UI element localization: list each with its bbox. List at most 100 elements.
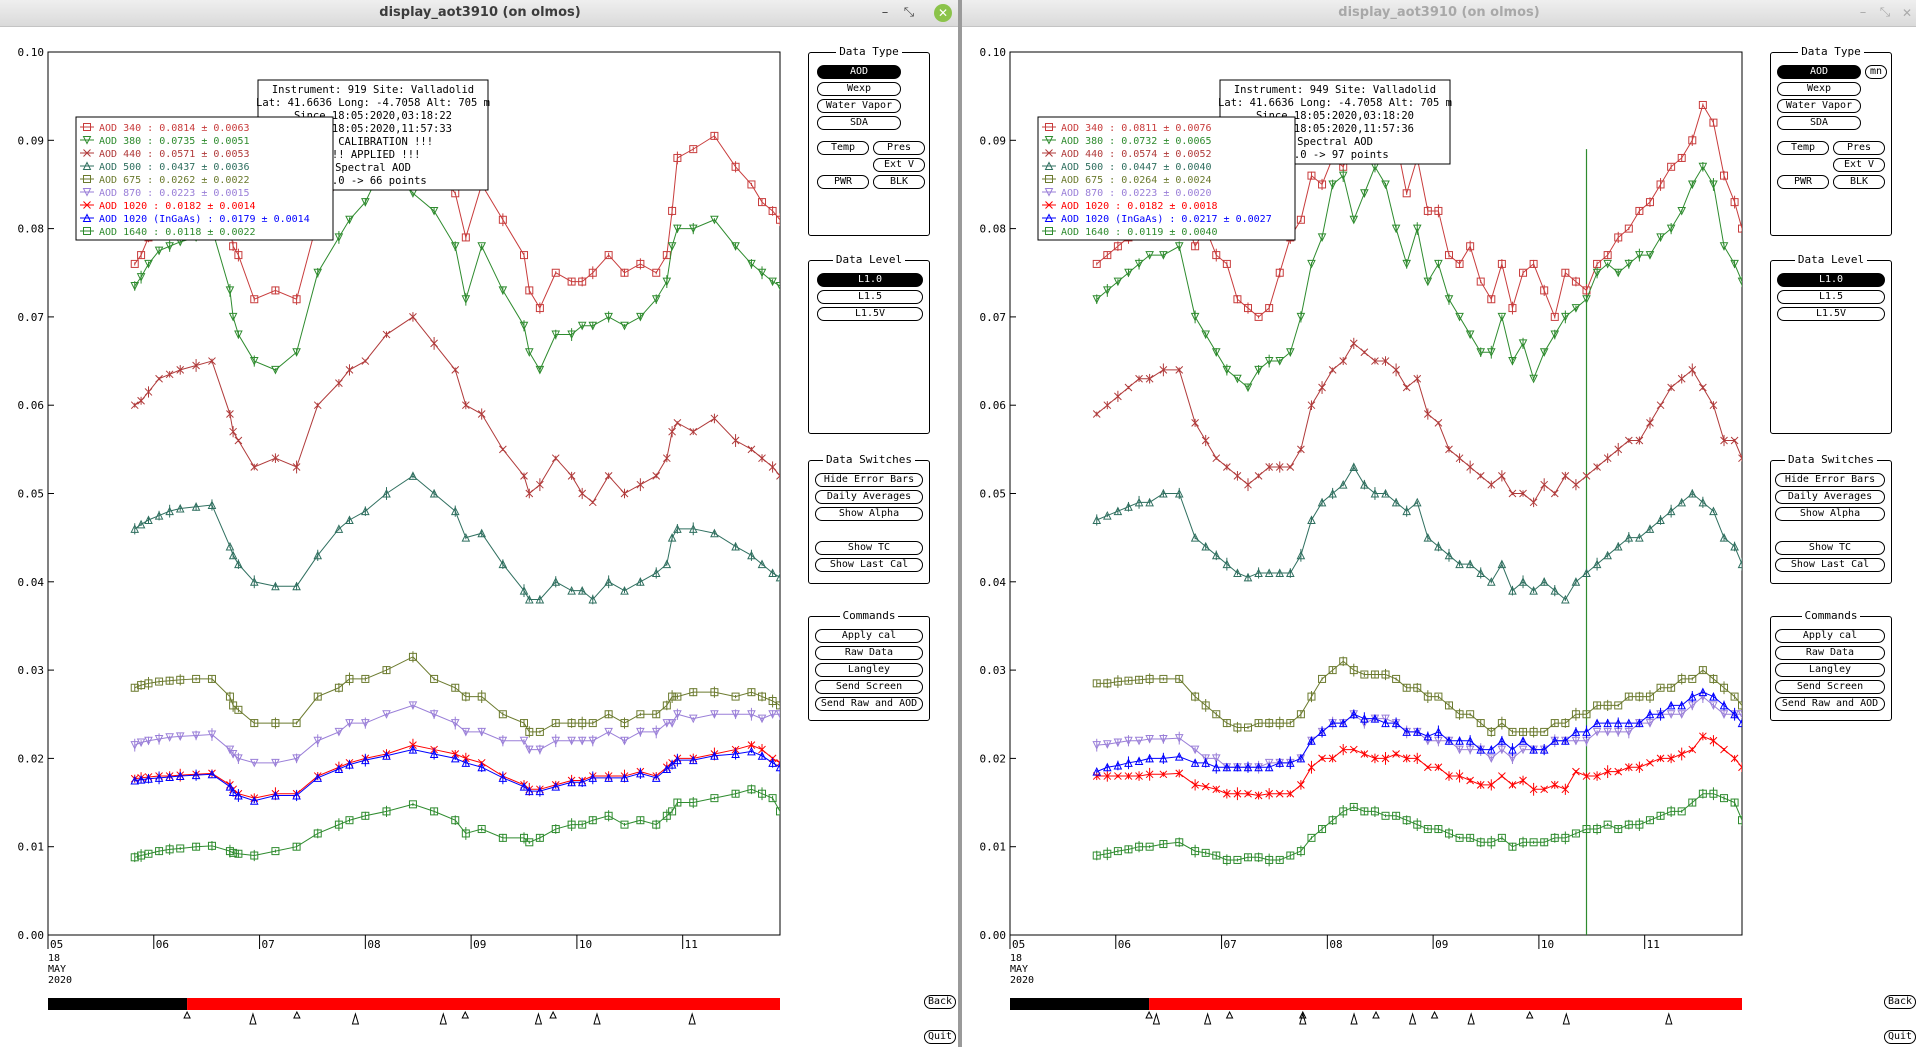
send-raw-and-aod-button[interactable]: Send Raw and AOD: [1775, 697, 1885, 711]
data-type-aod-button[interactable]: AOD: [1777, 65, 1861, 79]
data-level-l15-button[interactable]: L1.5: [1777, 290, 1885, 304]
raw-data-button[interactable]: Raw Data: [815, 646, 923, 660]
data-point: [1698, 687, 1708, 697]
close-icon[interactable]: ✕: [1901, 6, 1913, 20]
data-level-l15-button[interactable]: L1.5: [817, 290, 923, 304]
langley-button[interactable]: Langley: [1775, 663, 1885, 677]
data-type-sda-button[interactable]: SDA: [1777, 116, 1861, 130]
back-button[interactable]: Back: [1884, 995, 1916, 1009]
data-point: [450, 753, 460, 763]
data-point: [604, 577, 613, 586]
data-point: [1103, 762, 1112, 772]
data-point: [1254, 762, 1263, 772]
show-last-cal-button[interactable]: Show Last Cal: [815, 558, 923, 572]
data-type-mn-button[interactable]: mn: [1865, 65, 1887, 79]
data-point: [334, 727, 344, 737]
send-raw-and-aod-button[interactable]: Send Raw and AOD: [815, 697, 923, 711]
window-titlebar[interactable]: display_aot3910 (on olmos) – ⤡ ✕: [0, 0, 960, 27]
data-point: [604, 727, 613, 737]
data-point: [620, 773, 629, 782]
data-type-pres-button[interactable]: Pres: [873, 141, 925, 155]
data-level-l10-button[interactable]: L1.0: [817, 273, 923, 287]
window-titlebar[interactable]: display_aot3910 (on olmos) – ⤡ ✕: [962, 0, 1916, 27]
data-point: [519, 782, 529, 791]
data-type-wexp-button[interactable]: Wexp: [1777, 82, 1861, 96]
data-type-wexp-button[interactable]: Wexp: [817, 82, 901, 96]
data-type-temp-button[interactable]: Temp: [817, 141, 869, 155]
timeline-marker: [1203, 1012, 1212, 1025]
langley-button[interactable]: Langley: [815, 663, 923, 677]
data-point: [1571, 304, 1581, 313]
restore-icon[interactable]: ⤡: [903, 5, 915, 20]
show-last-cal-button[interactable]: Show Last Cal: [1775, 558, 1885, 572]
data-point: [1720, 683, 1729, 692]
data-type-aod-button[interactable]: AOD: [817, 65, 901, 79]
data-level-l15v-button[interactable]: L1.5V: [817, 307, 923, 321]
data-point: [155, 677, 164, 686]
hide-error-bars-button[interactable]: Hide Error Bars: [815, 473, 923, 487]
aod-plot[interactable]: 0.00 0.01 0.02 0.03 0.04 0.05 0.06 0.07 0.08 0.09…: [962, 27, 1762, 1047]
data-point: [776, 807, 780, 816]
data-type-ext-v-button[interactable]: Ext V: [873, 158, 925, 172]
data-point: [1677, 807, 1686, 816]
data-point: [361, 674, 370, 683]
aod-plot[interactable]: 0.00 0.01 0.02 0.03 0.04 0.05 0.06 0.07 0.08 0.09…: [0, 27, 800, 1047]
data-type-sda-button[interactable]: SDA: [817, 116, 901, 130]
restore-icon[interactable]: ⤡: [1879, 5, 1891, 20]
send-screen-button[interactable]: Send Screen: [1775, 680, 1885, 694]
show-alpha-button[interactable]: Show Alpha: [1775, 507, 1885, 521]
daily-averages-button[interactable]: Daily Averages: [1775, 490, 1885, 504]
data-point: [130, 775, 140, 785]
data-point: [498, 833, 507, 842]
data-point: [1508, 727, 1517, 736]
data-level-l15v-button[interactable]: L1.5V: [1777, 307, 1885, 321]
data-point: [430, 339, 438, 348]
data-point: [1550, 586, 1560, 595]
x-tick-label: 09: [473, 938, 486, 951]
data-point: [229, 701, 238, 710]
show-tc-button[interactable]: Show TC: [1775, 541, 1885, 555]
quit-button[interactable]: Quit: [924, 1030, 957, 1044]
data-switches-panel-title: Data Switches: [822, 453, 916, 466]
data-point: [144, 679, 153, 688]
minimize-icon[interactable]: –: [1859, 5, 1867, 20]
apply-cal-button[interactable]: Apply cal: [815, 629, 923, 643]
data-type-blk-button[interactable]: BLK: [873, 175, 925, 189]
data-point: [1201, 782, 1210, 791]
data-type-ext-v-button[interactable]: Ext V: [1833, 158, 1885, 172]
data-point: [1603, 259, 1612, 269]
series-line: [134, 316, 780, 504]
data-point: [430, 807, 439, 816]
data-level-l10-button[interactable]: L1.0: [1777, 273, 1885, 287]
data-point: [577, 736, 587, 746]
data-point: [130, 853, 139, 862]
back-button[interactable]: Back: [924, 995, 957, 1009]
data-type-pres-button[interactable]: Pres: [1833, 141, 1885, 155]
data-point: [775, 281, 780, 291]
data-type-blk-button[interactable]: BLK: [1833, 175, 1885, 189]
data-type-temp-button[interactable]: Temp: [1777, 141, 1829, 155]
data-point: [1561, 471, 1570, 480]
y-tick-label: 0.09: [18, 134, 45, 147]
data-point: [551, 719, 560, 728]
data-point: [1124, 676, 1133, 685]
data-point: [271, 581, 280, 591]
close-icon[interactable]: ✕: [934, 4, 952, 22]
data-point: [747, 550, 756, 560]
hide-error-bars-button[interactable]: Hide Error Bars: [1775, 473, 1885, 487]
quit-button[interactable]: Quit: [1884, 1030, 1916, 1044]
daily-averages-button[interactable]: Daily Averages: [815, 490, 923, 504]
data-type-pwr-button[interactable]: PWR: [1777, 175, 1829, 189]
data-type-water-vapor-button[interactable]: Water Vapor: [1777, 99, 1861, 113]
raw-data-button[interactable]: Raw Data: [1775, 646, 1885, 660]
show-tc-button[interactable]: Show TC: [815, 541, 923, 555]
show-alpha-button[interactable]: Show Alpha: [815, 507, 923, 521]
data-type-pwr-button[interactable]: PWR: [817, 175, 869, 189]
send-screen-button[interactable]: Send Screen: [815, 680, 923, 694]
data-point: [1349, 462, 1359, 472]
data-type-water-vapor-button[interactable]: Water Vapor: [817, 99, 901, 113]
legend-box: [75, 116, 334, 241]
minimize-icon[interactable]: –: [881, 5, 889, 20]
apply-cal-button[interactable]: Apply cal: [1775, 629, 1885, 643]
data-point: [192, 361, 200, 370]
